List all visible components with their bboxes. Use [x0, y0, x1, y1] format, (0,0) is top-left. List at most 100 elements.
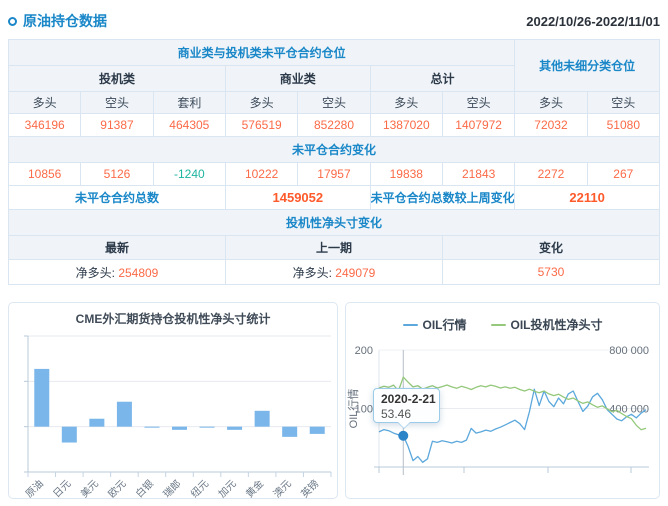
- change-value: 5126: [80, 162, 154, 186]
- legend-label: OIL行情: [422, 318, 467, 332]
- col-header: 空头: [80, 91, 154, 114]
- change-value: -1240: [152, 162, 226, 186]
- bar-8[interactable]: [254, 410, 270, 427]
- col-header: 多头: [514, 91, 588, 114]
- line-chart-legend: OIL行情 OIL投机性净头寸: [346, 316, 659, 333]
- subgroup-commercial: 商业类: [224, 65, 371, 92]
- col-header: 多头: [224, 91, 299, 114]
- net-prev-value: 249079: [335, 265, 376, 280]
- x-label: 英镑: [298, 477, 321, 500]
- chart-tooltip: 2020-2-21 53.46: [373, 388, 440, 429]
- position-value: 1407972: [441, 113, 516, 137]
- col-header: 空头: [297, 91, 371, 114]
- y-right-tick: 400 000: [609, 404, 649, 416]
- y-left-tick: 100: [355, 404, 373, 416]
- bar-2[interactable]: [89, 418, 105, 427]
- change-value: 21843: [441, 162, 516, 186]
- position-value: 852280: [297, 113, 371, 137]
- bar-4[interactable]: [144, 426, 160, 428]
- page-title: 原油持仓数据: [23, 13, 107, 29]
- legend-item-oil-price[interactable]: OIL行情: [402, 316, 467, 333]
- y-axis-title: OIL行情: [347, 389, 360, 429]
- net-prev-label: 净多头:: [292, 265, 332, 280]
- bar-1[interactable]: [61, 426, 77, 443]
- net-latest-label: 净多头:: [75, 265, 115, 280]
- net-col-latest: 最新: [8, 235, 226, 260]
- position-value: 1387020: [369, 113, 443, 137]
- total-change-value: 22110: [514, 185, 660, 210]
- line-chart-panel: OIL行情 OIL投机性净头寸 200 100 800 000 400 000 OIL行…: [345, 302, 660, 499]
- legend-label: OIL投机性净头寸: [510, 318, 603, 332]
- bar-3[interactable]: [116, 401, 132, 427]
- col-header: 空头: [441, 91, 516, 114]
- col-header: 套利: [152, 91, 226, 114]
- tooltip-date: 2020-2-21: [381, 392, 436, 406]
- position-value: 346196: [7, 113, 82, 137]
- date-range: 2022/10/26-2022/11/01: [526, 13, 660, 29]
- positions-table: 商业类与投机类未平仓合约仓位 其他未细分类仓位 投机类 商业类 总计 多头 空头…: [7, 39, 661, 285]
- x-label: 原油: [23, 477, 46, 500]
- change-section-header: 未平仓合约变化: [8, 136, 660, 163]
- subgroup-speculative: 投机类: [8, 65, 226, 92]
- group-header: 商业类与投机类未平仓合约仓位: [7, 39, 516, 66]
- circle-bullet-icon: [8, 16, 17, 26]
- bar-9[interactable]: [282, 426, 298, 437]
- bar-5[interactable]: [172, 426, 187, 430]
- change-value: 17957: [297, 162, 371, 186]
- x-label: 瑞郎: [160, 477, 183, 500]
- total-label: 未平仓合约总数: [8, 185, 226, 210]
- change-value: 10856: [7, 162, 82, 186]
- page-header: 原油持仓数据 2022/10/26-2022/11/01: [0, 0, 668, 39]
- bar-chart-title: CME外汇期货持仓投机性净头寸统计: [75, 312, 271, 326]
- position-value: 51080: [586, 113, 661, 137]
- net-section-header: 投机性净头寸变化: [8, 209, 660, 236]
- title-wrap: 原油持仓数据: [8, 11, 107, 31]
- charts-row: CME外汇期货持仓投机性净头寸统计 原油 日元 美元 欧元 白银 瑞郎 纽元 加元 黄金 澳元 英镑…: [8, 302, 660, 500]
- bar-chart[interactable]: 原油 日元 美元 欧元 白银 瑞郎 纽元 加元 黄金 澳元 英镑: [9, 303, 339, 500]
- change-value: 19838: [369, 162, 443, 186]
- net-change-value: 5730: [441, 259, 661, 285]
- bar-7[interactable]: [227, 426, 243, 430]
- position-value: 576519: [224, 113, 299, 137]
- tooltip-value: 53.46: [381, 407, 412, 421]
- bar-0[interactable]: [34, 368, 50, 427]
- col-header: 多头: [7, 91, 82, 114]
- position-value: 91387: [80, 113, 154, 137]
- bar-chart-panel: CME外汇期货持仓投机性净头寸统计 原油 日元 美元 欧元 白银 瑞郎 纽元 加元 黄金 澳元 英镑: [8, 302, 339, 500]
- x-label: 日元: [52, 478, 74, 500]
- x-label: 白银: [133, 477, 156, 500]
- y-right-tick: 800 000: [609, 345, 649, 357]
- legend-item-net-position[interactable]: OIL投机性净头寸: [490, 316, 603, 333]
- total-change-label: 未平仓合约总数较上周变化: [369, 185, 516, 210]
- net-col-previous: 上一期: [224, 235, 443, 260]
- col-header: 多头: [369, 91, 443, 114]
- y-left-tick: 200: [355, 345, 373, 357]
- x-label: 澳元: [270, 477, 293, 500]
- position-value: 464305: [152, 113, 226, 137]
- net-latest-cell: 净多头: 254809: [8, 259, 226, 285]
- bar-10[interactable]: [309, 426, 325, 434]
- position-value: 72032: [514, 113, 588, 137]
- x-label: 纽元: [188, 477, 211, 500]
- x-label: 欧元: [106, 478, 129, 500]
- net-latest-value: 254809: [118, 265, 159, 280]
- change-value: 2272: [514, 162, 588, 186]
- green-line-swatch-icon: [490, 323, 506, 326]
- line-chart[interactable]: 200 100 800 000 400 000 OIL行情: [346, 303, 661, 500]
- net-prev-cell: 净多头: 249079: [224, 259, 443, 285]
- subgroup-total: 总计: [369, 65, 516, 92]
- change-value: 267: [586, 162, 661, 186]
- total-value: 1459052: [224, 185, 371, 210]
- series-line-left[interactable]: [378, 388, 647, 463]
- change-value: 10222: [224, 162, 299, 186]
- x-label: 美元: [78, 477, 101, 500]
- x-label: 黄金: [243, 477, 266, 500]
- x-label: 加元: [216, 478, 239, 500]
- net-col-change: 变化: [441, 235, 661, 260]
- col-header: 空头: [586, 91, 661, 114]
- other-group-header: 其他未细分类仓位: [514, 39, 660, 92]
- marker-point[interactable]: [398, 430, 409, 441]
- bar-6[interactable]: [199, 426, 215, 428]
- blue-line-swatch-icon: [402, 323, 418, 326]
